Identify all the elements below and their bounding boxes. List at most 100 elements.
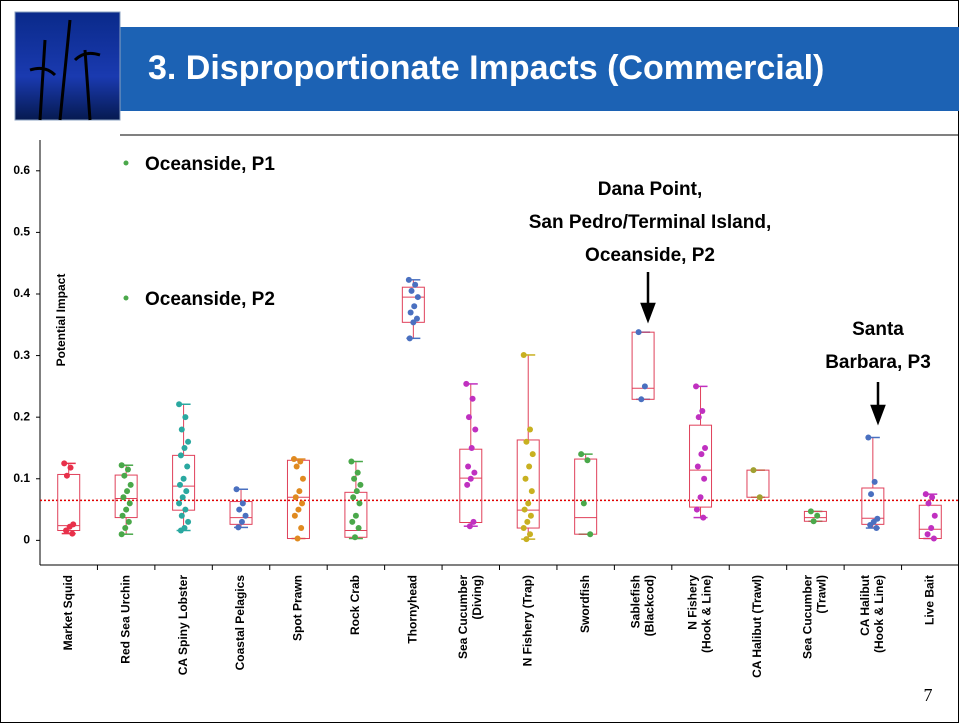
point xyxy=(925,500,932,507)
point xyxy=(470,518,477,525)
point xyxy=(124,488,131,495)
point xyxy=(299,500,306,507)
point xyxy=(528,488,535,495)
title-banner xyxy=(120,27,959,111)
point xyxy=(239,500,246,507)
point xyxy=(930,535,937,542)
point xyxy=(233,486,240,493)
point xyxy=(699,408,706,415)
header-image xyxy=(14,11,121,121)
point xyxy=(694,463,701,470)
point xyxy=(69,530,76,537)
point xyxy=(66,523,73,530)
point xyxy=(352,512,359,519)
y-tick-label: 0.4 xyxy=(13,286,30,300)
y-tick-label: 0.2 xyxy=(13,409,30,423)
point xyxy=(182,414,189,421)
point xyxy=(526,463,533,470)
annotation-bullet xyxy=(123,295,129,301)
point xyxy=(298,525,305,532)
annotation: Oceanside, P2 xyxy=(145,289,275,310)
point xyxy=(868,491,875,498)
annotation: San Pedro/Terminal Island, xyxy=(529,212,772,233)
point xyxy=(463,380,470,387)
point xyxy=(867,521,874,528)
point xyxy=(125,518,132,525)
point xyxy=(928,525,935,532)
point xyxy=(465,463,472,470)
point xyxy=(291,512,298,519)
point xyxy=(929,494,936,501)
point xyxy=(750,467,757,474)
point xyxy=(185,438,192,445)
point xyxy=(179,494,186,501)
x-tick-label: N Fishery (Trap) xyxy=(520,575,534,666)
point xyxy=(587,531,594,538)
point xyxy=(468,444,475,451)
point xyxy=(472,426,479,433)
point xyxy=(292,494,299,501)
plot: 0 0.1 0.2 0.3 0.4 0.5 0.6 Market Squid Red Sea U… xyxy=(13,140,959,678)
y-tick-label: 0.1 xyxy=(13,471,30,485)
annotation: Oceanside, P2 xyxy=(585,245,715,266)
point xyxy=(922,491,929,498)
annotation: Dana Point, xyxy=(598,179,703,200)
point xyxy=(182,506,189,513)
point xyxy=(121,472,128,479)
point xyxy=(123,506,130,513)
point xyxy=(354,469,361,476)
point xyxy=(695,414,702,421)
point xyxy=(177,452,184,459)
point xyxy=(524,518,531,525)
point xyxy=(464,481,471,488)
y-axis-label: Potential Impact xyxy=(54,274,68,367)
point xyxy=(122,525,129,532)
point xyxy=(126,500,133,507)
x-tick-label: Sablefish xyxy=(628,575,642,628)
point xyxy=(697,494,704,501)
point xyxy=(405,276,412,283)
point xyxy=(700,514,707,521)
point xyxy=(177,527,184,534)
x-tick-label: Rock Crab xyxy=(348,575,362,635)
point xyxy=(351,475,358,482)
point xyxy=(578,451,585,458)
point xyxy=(178,426,185,433)
point xyxy=(353,488,360,495)
x-tick-label: Swordfish xyxy=(578,575,592,633)
point xyxy=(242,512,249,519)
point xyxy=(529,451,536,458)
point xyxy=(118,531,125,538)
image-silhouette xyxy=(29,19,101,121)
point xyxy=(635,329,642,336)
point xyxy=(520,351,527,358)
point xyxy=(119,512,126,519)
x-tick-label: Red Sea Urchin xyxy=(118,575,132,664)
point xyxy=(523,438,530,445)
point xyxy=(521,506,528,513)
point xyxy=(355,525,362,532)
point xyxy=(469,395,476,402)
point xyxy=(63,472,70,479)
point xyxy=(176,481,183,488)
point xyxy=(871,478,878,485)
page-number: 7 xyxy=(924,685,933,705)
point xyxy=(185,518,192,525)
annotation: Barbara, P3 xyxy=(825,352,931,373)
point xyxy=(238,518,245,525)
point xyxy=(641,383,648,390)
point xyxy=(701,475,708,482)
point xyxy=(295,506,302,513)
point xyxy=(807,508,814,515)
x-tick-label: Sea Cucumber xyxy=(456,575,470,659)
point xyxy=(411,303,418,310)
point xyxy=(410,319,417,326)
annotation-arrow xyxy=(640,272,656,324)
point xyxy=(61,460,68,467)
annotation-arrow xyxy=(870,382,886,426)
point xyxy=(522,475,529,482)
point xyxy=(349,518,356,525)
x-tick-label: Thornyhead xyxy=(406,575,420,644)
point xyxy=(236,506,243,513)
annotation: Oceanside, P1 xyxy=(145,154,275,175)
